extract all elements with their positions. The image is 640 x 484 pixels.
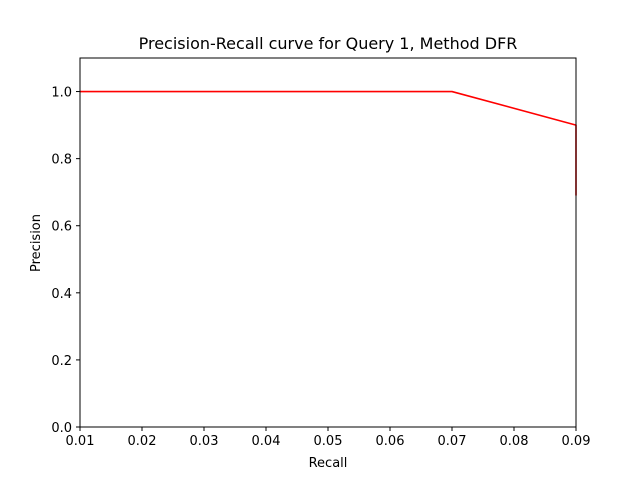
y-tick-label: 1.0 <box>51 86 72 101</box>
x-axis-label: Recall <box>309 456 348 471</box>
chart-title: Precision-Recall curve for Query 1, Meth… <box>139 34 518 53</box>
y-tick-label: 0.8 <box>51 153 72 168</box>
y-axis-label: Precision <box>29 214 44 272</box>
x-axis-ticks: 0.01 0.02 0.03 0.04 0.05 0.06 0.07 0.08 0.09 <box>66 427 591 449</box>
x-tick-label: 0.03 <box>190 434 219 449</box>
y-tick-label: 0.6 <box>51 220 72 235</box>
y-tick-label: 0.2 <box>51 354 72 369</box>
plot-frame <box>79 57 577 428</box>
x-tick-label: 0.09 <box>562 434 591 449</box>
x-tick-label: 0.04 <box>252 434 281 449</box>
x-tick-label: 0.01 <box>66 434 95 449</box>
x-tick-label: 0.06 <box>376 434 405 449</box>
x-tick-label: 0.05 <box>314 434 343 449</box>
y-tick-label: 0.4 <box>51 287 72 302</box>
y-axis-ticks: 0.0 0.2 0.4 0.6 0.8 1.0 <box>51 86 80 436</box>
x-tick-label: 0.08 <box>500 434 529 449</box>
x-tick-label: 0.07 <box>438 434 467 449</box>
x-tick-label: 0.02 <box>128 434 157 449</box>
y-tick-label: 0.0 <box>51 421 72 436</box>
